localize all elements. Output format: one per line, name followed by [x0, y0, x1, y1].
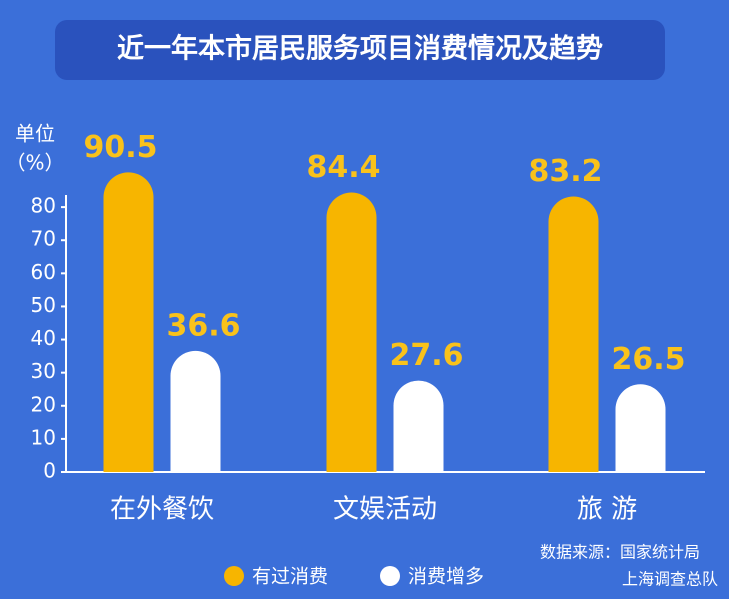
chart-title: 近一年本市居民服务项目消费情况及趋势: [117, 33, 603, 65]
bar: [615, 384, 666, 472]
value-label: 27.6: [389, 338, 463, 373]
y-tick-label: 0: [43, 459, 56, 483]
x-tick-label: 文娱活动: [333, 495, 437, 525]
bar: [103, 172, 154, 472]
y-label: （%）: [5, 151, 64, 175]
legend-label: 有过消费: [252, 566, 328, 588]
y-label: 单位: [15, 122, 55, 146]
bar: [170, 350, 221, 472]
bar: [548, 196, 599, 472]
bar: [393, 380, 444, 472]
y-tick-label: 50: [31, 293, 56, 317]
title-box: [55, 20, 665, 80]
y-tick-label: 10: [31, 425, 56, 449]
y-tick-label: 40: [31, 326, 56, 350]
value-label: 90.5: [83, 130, 157, 165]
value-label: 84.4: [306, 150, 380, 185]
y-tick-label: 70: [31, 227, 56, 251]
legend-marker: [380, 566, 400, 586]
value-label: 26.5: [611, 342, 685, 377]
y-tick-label: 60: [31, 260, 56, 284]
value-label: 36.6: [166, 308, 240, 343]
source: 数据来源：国家统计局: [540, 543, 700, 562]
legend-marker: [224, 566, 244, 586]
source: 上海调查总队: [622, 570, 718, 589]
y-tick-label: 20: [31, 392, 56, 416]
x-tick-label: 在外餐饮: [110, 495, 214, 525]
y-tick-label: 80: [31, 194, 56, 218]
legend-label: 消费增多: [408, 566, 484, 588]
y-tick-label: 30: [31, 359, 56, 383]
value-label: 83.2: [528, 154, 602, 189]
x-tick-label: 旅 游: [577, 495, 637, 525]
bar: [326, 192, 377, 472]
